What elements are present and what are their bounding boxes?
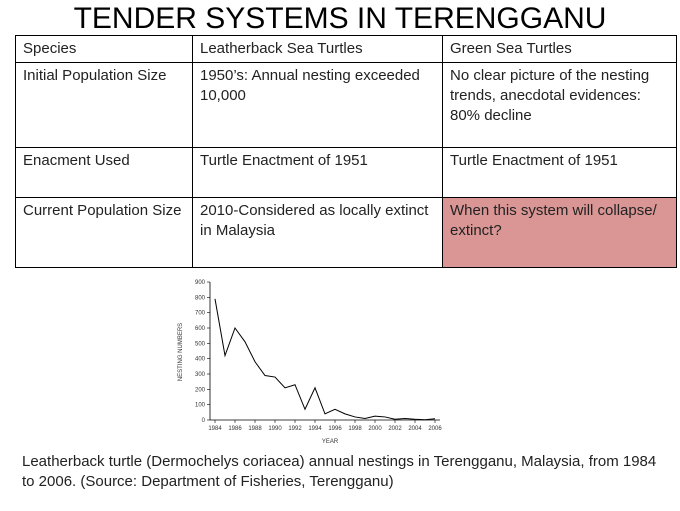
x-tick-label: 2004 bbox=[408, 426, 422, 432]
chart: YEAR NESTING NUMBERS 0 100 200 300 400 500 600… bbox=[178, 280, 442, 445]
x-tick-label: 1992 bbox=[288, 426, 302, 432]
cell: Turtle Enactment of 1951 bbox=[192, 147, 443, 198]
y-tick-label: 0 bbox=[202, 418, 206, 424]
x-axis-label: YEAR bbox=[322, 439, 339, 445]
x-tick-label: 1984 bbox=[208, 426, 222, 432]
y-tick-label: 400 bbox=[195, 357, 206, 363]
caption: Leatherback turtle (Dermochelys coriacea… bbox=[22, 453, 657, 490]
x-tick-label: 1998 bbox=[348, 426, 362, 432]
data-line bbox=[214, 298, 436, 421]
y-tick-label: 900 bbox=[195, 280, 206, 286]
table: Species Leatherback Sea Turtles Green Sea … bbox=[15, 35, 677, 268]
cell: Green Sea Turtles bbox=[442, 35, 677, 63]
cell: Turtle Enactment of 1951 bbox=[442, 147, 677, 198]
x-tick-label: 1988 bbox=[248, 426, 262, 432]
cell: Current Population Size bbox=[15, 197, 193, 268]
x-tick-label: 1986 bbox=[228, 426, 242, 432]
x-tick-label: 1996 bbox=[328, 426, 342, 432]
highlight-cell: When this system will collapse/ extinct? bbox=[442, 197, 677, 268]
slide-title: TENDER SYSTEMS IN TERENGGANU bbox=[73, 2, 607, 35]
y-tick-label: 700 bbox=[195, 311, 206, 317]
x-tick-label: 1994 bbox=[308, 426, 322, 432]
y-tick-label: 600 bbox=[195, 326, 206, 332]
cell: Leatherback Sea Turtles bbox=[192, 35, 443, 63]
cell: Enacment Used bbox=[15, 147, 193, 198]
x-tick-label: 2006 bbox=[428, 426, 442, 432]
y-axis-label: NESTING NUMBERS bbox=[178, 323, 184, 381]
y-tick-label: 800 bbox=[195, 295, 206, 301]
cell: Species bbox=[15, 35, 193, 63]
y-tick-label: 500 bbox=[195, 341, 206, 347]
cell: 2010-Considered as locally extinct in Ma… bbox=[192, 197, 443, 268]
cell: Initial Population Size bbox=[15, 62, 193, 148]
cell: No clear picture of the nesting trends, … bbox=[442, 62, 677, 148]
y-tick-label: 300 bbox=[195, 372, 206, 378]
x-tick-label: 2000 bbox=[368, 426, 382, 432]
y-tick-label: 100 bbox=[195, 403, 206, 409]
cell: 1950’s: Annual nesting exceeded 10,000 bbox=[192, 62, 443, 148]
x-tick-label: 1990 bbox=[268, 426, 282, 432]
x-tick-label: 2002 bbox=[388, 426, 402, 432]
y-tick-label: 200 bbox=[195, 387, 206, 393]
